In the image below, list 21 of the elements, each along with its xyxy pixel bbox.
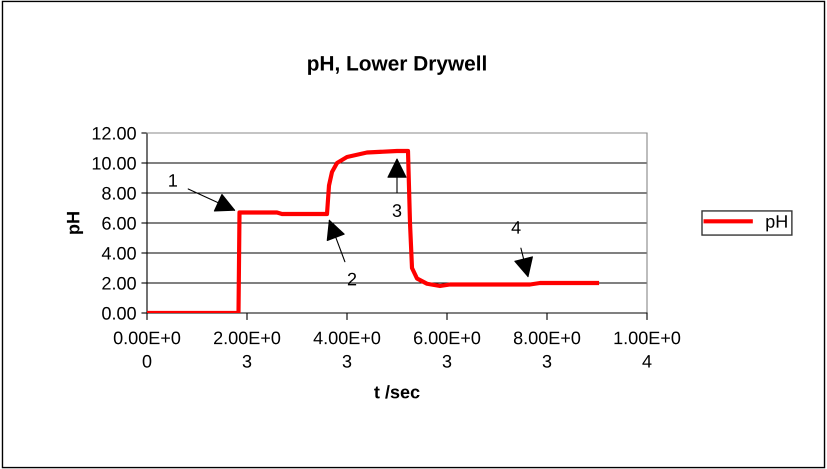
legend-label: pH (766, 215, 787, 232)
y-tick-label: 10.00 (92, 156, 136, 170)
y-tick-label: 6.00 (102, 216, 136, 230)
chart-title: pH, Lower Drywell (308, 55, 486, 75)
y-tick-label: 0.00 (102, 306, 136, 320)
y-axis-title: pH (66, 212, 84, 234)
y-tick-label: 4.00 (102, 246, 136, 260)
line-series (147, 148, 600, 313)
x-axis-title: t /sec (374, 385, 420, 399)
annotation: 1 (169, 174, 177, 187)
y-tick-label: 12.00 (92, 126, 136, 140)
x-tick-label: 1.00E+04 (614, 332, 680, 368)
x-tick-label: 2.00E+03 (214, 332, 280, 368)
x-tick-label: 4.00E+03 (314, 332, 380, 368)
annotation: 2 (348, 272, 356, 286)
x-tick-label: 0.00E+00 (114, 332, 180, 368)
x-tick-label: 6.00E+03 (414, 332, 480, 368)
y-tick-label: 2.00 (102, 276, 136, 290)
y-tick-label: 8.00 (102, 186, 136, 200)
x-tick-label: 8.00E+03 (514, 332, 580, 368)
annotation: 3 (392, 204, 402, 217)
